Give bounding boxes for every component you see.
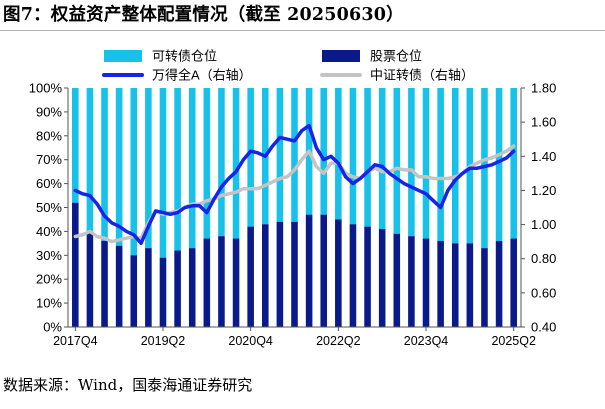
bar-cb-position: [188, 88, 196, 249]
bar-stock-position: [101, 240, 108, 327]
equity-allocation-chart: 0% 10% 20% 30% 40% 50% 60% 70% 80% 90% 100% 0.40 0.6…: [29, 49, 557, 349]
left-axis-tick-label: 70%: [36, 152, 62, 167]
bar-cb-position: [408, 88, 415, 237]
chart-title: 图7：权益资产整体配置情况（截至 20250630）: [3, 5, 404, 25]
title-divider: [0, 30, 605, 31]
bar-stock-position: [247, 226, 254, 327]
bar-cb-position: [101, 88, 108, 241]
bar-cb-position: [276, 88, 284, 222]
bar-stock-position: [159, 257, 167, 327]
bar-stock-position: [335, 219, 342, 327]
bar-stock-position: [393, 233, 401, 327]
bar-cb-position: [86, 88, 94, 232]
bar-stock-position: [437, 240, 444, 327]
left-axis-tick-label: 40%: [36, 224, 62, 239]
legend-label: 万得全A（右轴）: [152, 68, 252, 83]
line-wind-all-a: [73, 123, 516, 246]
x-axis-tick-label: 2025Q2: [491, 334, 536, 348]
x-axis-tick-label: 2020Q4: [228, 334, 273, 348]
legend-swatch: [104, 50, 142, 62]
bar-stock-position: [72, 202, 79, 327]
bar-stock-position: [510, 238, 517, 327]
bar-cb-position: [159, 88, 167, 258]
x-axis-tick-label: 2023Q4: [404, 334, 449, 348]
bar-cb-position: [349, 88, 357, 225]
bar-cb-position: [291, 88, 298, 222]
bar-cb-position: [437, 88, 444, 241]
bar-cb-position: [378, 88, 386, 230]
bar-stock-position: [378, 229, 386, 327]
bar-cb-position: [145, 88, 152, 249]
bar-stock-position: [422, 238, 430, 327]
left-axis-tick-label: 60%: [36, 176, 62, 191]
right-axis-tick-label: 1.40: [531, 149, 556, 164]
bar-stock-position: [364, 226, 371, 327]
bar-stock-position: [291, 221, 298, 327]
bar-cb-position: [130, 88, 138, 256]
legend-label: 股票仓位: [370, 49, 422, 64]
bar-stock-position: [203, 238, 211, 327]
bar-stock-position: [261, 224, 269, 327]
bar-stock-position: [86, 231, 94, 327]
right-axis-tick-label: 1.60: [531, 115, 556, 130]
bar-stock-position: [305, 214, 313, 327]
bar-stock-position: [408, 236, 415, 327]
bar-stock-position: [232, 238, 240, 327]
left-axis-tick-label: 30%: [36, 248, 62, 263]
left-axis-tick-label: 100%: [29, 81, 63, 96]
bar-stock-position: [466, 243, 474, 327]
left-axis-tick-label: 90%: [36, 104, 62, 119]
bar-cb-position: [364, 88, 371, 227]
x-axis-tick-label: 2019Q2: [141, 334, 186, 348]
source-note: 数据来源：Wind，国泰海通证券研究: [3, 376, 253, 394]
bar-cb-position: [247, 88, 254, 227]
right-axis-tick-label: 0.80: [531, 251, 556, 266]
bar-stock-position: [320, 214, 328, 327]
bar-cb-position: [232, 88, 240, 239]
bar-cb-position: [510, 88, 517, 239]
bar-stock-position: [481, 248, 488, 327]
bar-stock-position: [276, 221, 284, 327]
bar-cb-position: [451, 88, 459, 244]
bar-cb-position: [422, 88, 430, 239]
bar-stock-position: [495, 240, 503, 327]
legend-label: 中证转债（右轴）: [370, 68, 474, 83]
right-axis-tick-label: 1.00: [531, 217, 556, 232]
left-axis-tick-label: 20%: [36, 272, 62, 287]
bar-stock-position: [115, 245, 123, 327]
bar-stock-position: [188, 248, 196, 327]
bar-stock-position: [218, 236, 225, 327]
bar-cb-position: [320, 88, 328, 215]
bar-cb-position: [393, 88, 401, 234]
right-axis-tick-label: 1.20: [531, 183, 556, 198]
left-axis-tick-label: 50%: [36, 200, 62, 215]
left-axis-tick-label: 80%: [36, 128, 62, 143]
bar-cb-position: [218, 88, 225, 237]
legend-swatch: [322, 50, 360, 62]
bar-cb-position: [72, 88, 79, 203]
bar-cb-position: [203, 88, 211, 239]
bar-stock-position: [145, 248, 152, 327]
bar-cb-position: [335, 88, 342, 220]
left-axis-tick-label: 10%: [36, 296, 62, 311]
bar-stock-position: [451, 243, 459, 327]
right-axis-tick-label: 1.80: [531, 81, 556, 96]
x-axis-tick-label: 2022Q2: [316, 334, 361, 348]
bar-cb-position: [174, 88, 181, 251]
x-axis-tick-label: 2017Q4: [53, 334, 98, 348]
right-axis-tick-label: 0.60: [531, 285, 556, 300]
bar-stock-position: [349, 224, 357, 327]
bar-stock-position: [174, 250, 181, 327]
bar-stock-position: [130, 255, 138, 327]
bar-cb-position: [495, 88, 503, 241]
left-axis-tick-label: 0%: [43, 320, 62, 335]
legend-label: 可转债仓位: [152, 49, 217, 64]
right-axis-tick-label: 0.40: [531, 320, 556, 335]
bar-cb-position: [115, 88, 123, 246]
